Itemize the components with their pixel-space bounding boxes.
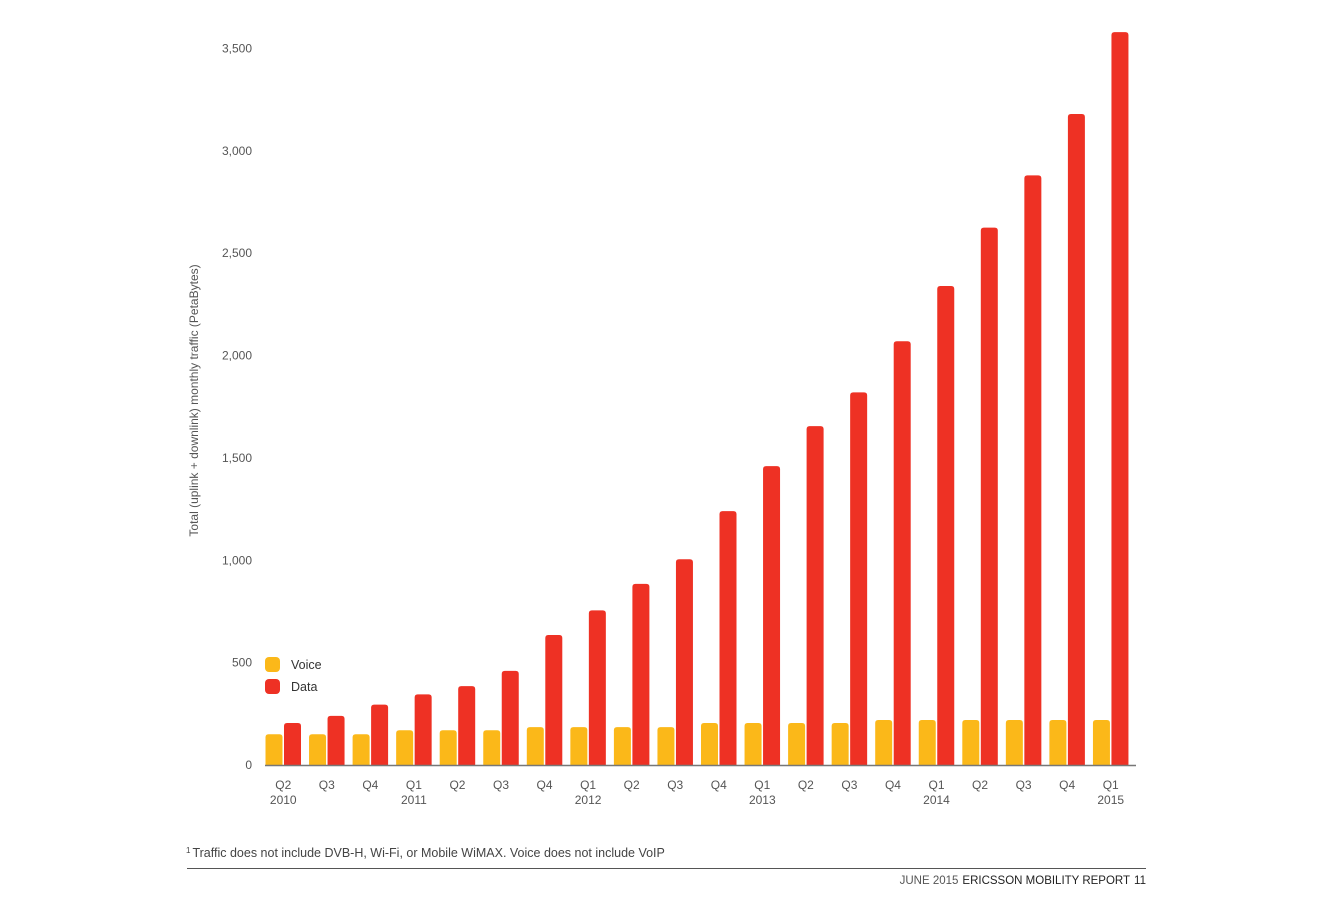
voice-bar (962, 719, 980, 765)
y-tick-labels: 0 500 1,000 1,500 2,000 2,500 3,000 3,500 (222, 41, 252, 772)
voice-bar (1049, 719, 1067, 765)
y-tick-label: 3,500 (222, 41, 252, 55)
report-date: JUNE 2015 (899, 875, 959, 887)
x-tick-year-label: 2014 (923, 793, 950, 807)
y-axis-title: Total (uplink + downlink) monthly traffi… (187, 264, 201, 536)
voice-bar (613, 727, 631, 765)
voice-bar (701, 723, 718, 765)
data-bar (371, 704, 389, 765)
x-tick-year-label: 2011 (401, 793, 427, 807)
series-voice (265, 719, 1110, 765)
x-tick-label: Q2 (449, 778, 465, 792)
data-bar (327, 715, 345, 765)
voice-bar (1005, 719, 1023, 765)
x-tick-label: Q4 (885, 778, 901, 792)
x-tick-label: Q4 (362, 778, 378, 792)
report-footer: JUNE 2015 ERICSSON MOBILITY REPORT 11 (900, 875, 1146, 887)
x-tick-label: Q2 (798, 778, 814, 792)
x-tick-label: Q3 (667, 778, 683, 792)
y-tick-label: 2,500 (222, 246, 252, 260)
footnote-text: Traffic does not include DVB-H, Wi-Fi, o… (192, 846, 665, 860)
legend: Voice Data (265, 657, 322, 694)
data-bar (632, 583, 650, 765)
x-tick-label: Q2 (624, 778, 640, 792)
voice-legend-label: Voice (291, 658, 322, 672)
y-tick-label: 500 (232, 656, 252, 670)
footnote: 1 Traffic does not include DVB-H, Wi-Fi, … (186, 846, 665, 860)
x-tick-label: Q4 (711, 778, 727, 792)
voice-bar (439, 730, 457, 765)
y-tick-label: 2,000 (222, 349, 252, 363)
voice-bar (918, 719, 936, 765)
x-tick-label: Q2 (275, 778, 291, 792)
voice-bar (526, 727, 544, 765)
x-tick-label: Q2 (972, 778, 988, 792)
data-bar (1024, 175, 1042, 765)
voice-bar (875, 719, 893, 765)
traffic-bar-chart: Total (uplink + downlink) monthly traffi… (187, 32, 1136, 807)
report-name: ERICSSON MOBILITY REPORT (962, 875, 1131, 887)
x-tick-label: Q4 (537, 778, 553, 792)
data-bar (763, 466, 781, 765)
x-tick-year-label: 2012 (575, 793, 602, 807)
x-tick-label: Q1 (406, 778, 422, 792)
data-bar (458, 686, 476, 765)
data-bar (719, 511, 737, 765)
data-bar (893, 341, 911, 765)
voice-bar (483, 730, 501, 765)
data-bar (850, 392, 868, 765)
data-bar (980, 227, 998, 765)
data-bar (501, 670, 519, 765)
data-bar (284, 723, 301, 765)
voice-legend-swatch (265, 657, 280, 672)
x-tick-label: Q1 (1103, 778, 1119, 792)
voice-bar (265, 734, 283, 765)
x-tick-label: Q3 (319, 778, 335, 792)
voice-bar (788, 723, 806, 765)
data-bar (1111, 32, 1129, 766)
voice-bar (1092, 719, 1110, 765)
data-bar (414, 694, 432, 765)
x-tick-label: Q4 (1059, 778, 1075, 792)
y-tick-label: 1,500 (222, 451, 252, 465)
data-bar (1067, 113, 1085, 765)
footnote-marker: 1 (186, 846, 191, 855)
voice-bar (831, 723, 849, 765)
footer-divider (187, 868, 1146, 869)
voice-bar (352, 734, 370, 765)
y-axis-title-group: Total (uplink + downlink) monthly traffi… (187, 264, 201, 536)
x-tick-year-label: 2013 (749, 793, 776, 807)
page-number: 11 (1134, 875, 1146, 887)
voice-bar (570, 727, 588, 765)
y-tick-label: 0 (245, 758, 252, 772)
voice-bar (396, 730, 414, 765)
voice-bar (744, 723, 762, 765)
data-bar (937, 285, 955, 765)
series-data (284, 32, 1129, 766)
data-bar (806, 426, 824, 765)
x-tick-label: Q3 (493, 778, 509, 792)
x-tick-label: Q1 (754, 778, 770, 792)
y-tick-label: 3,000 (222, 144, 252, 158)
voice-bar (657, 727, 675, 765)
bar-series (265, 32, 1129, 766)
voice-bar (309, 734, 327, 765)
data-legend-swatch (265, 679, 280, 694)
y-tick-label: 1,000 (222, 553, 252, 567)
data-legend-label: Data (291, 680, 317, 694)
x-tick-label: Q1 (928, 778, 944, 792)
x-tick-label: Q1 (580, 778, 596, 792)
data-bar (588, 610, 606, 765)
data-bar (675, 559, 693, 765)
x-tick-year-label: 2010 (270, 793, 297, 807)
data-bar (545, 635, 563, 765)
x-tick-year-label: 2015 (1097, 793, 1124, 807)
x-tick-label: Q3 (841, 778, 857, 792)
x-tick-label: Q3 (1016, 778, 1032, 792)
